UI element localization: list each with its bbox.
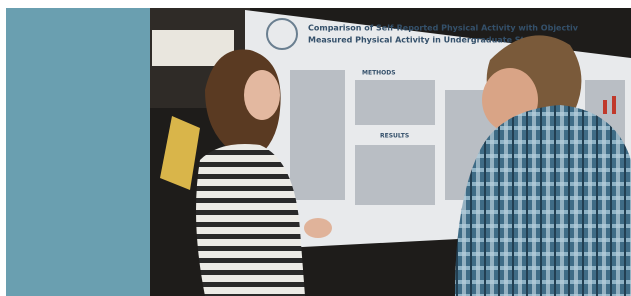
photo: Comparison of Self-Reported Physical Act… — [150, 8, 631, 296]
woman-face — [244, 70, 280, 120]
poster-heading: METHODS — [362, 70, 396, 77]
woman-hands — [304, 218, 332, 238]
poster-heading: RESULTS — [380, 133, 409, 140]
page: Comparison of Self-Reported Physical Act… — [0, 0, 631, 296]
poster-title: Comparison of Self-Reported Physical Act… — [308, 24, 579, 33]
teal-panel — [6, 8, 150, 296]
poster-bar — [603, 100, 607, 114]
hero-banner: Comparison of Self-Reported Physical Act… — [0, 0, 631, 296]
poster-bar — [612, 96, 616, 114]
